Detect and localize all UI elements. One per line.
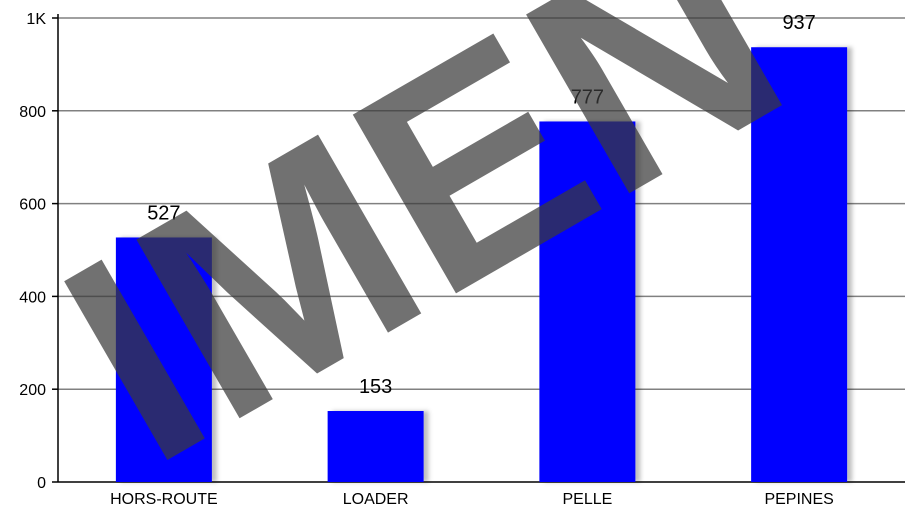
- bars: [115, 47, 848, 483]
- x-tick-label: HORS-ROUTE: [110, 491, 218, 508]
- x-tick-label: PELLE: [562, 491, 612, 508]
- y-tick-label: 1K: [26, 11, 46, 28]
- data-label: 777: [571, 86, 604, 108]
- bar: [115, 237, 212, 482]
- data-label: 937: [782, 12, 815, 34]
- x-tick-label: PEPINES: [764, 491, 833, 508]
- y-tick-label: 200: [19, 382, 46, 399]
- bar: [327, 411, 424, 482]
- data-label: 527: [147, 202, 180, 224]
- bar: [539, 121, 636, 483]
- labels: 0 200 400 600 800 1K 527 HORS-ROUTE 153 LOADER 777…: [19, 11, 834, 508]
- y-tick-label: 600: [19, 197, 46, 214]
- x-tick-label: LOADER: [343, 491, 409, 508]
- y-tick-label: 800: [19, 104, 46, 121]
- y-tick-label: 0: [37, 475, 46, 492]
- y-tick-label: 400: [19, 289, 46, 306]
- bar: [751, 47, 848, 483]
- data-label: 153: [359, 376, 392, 398]
